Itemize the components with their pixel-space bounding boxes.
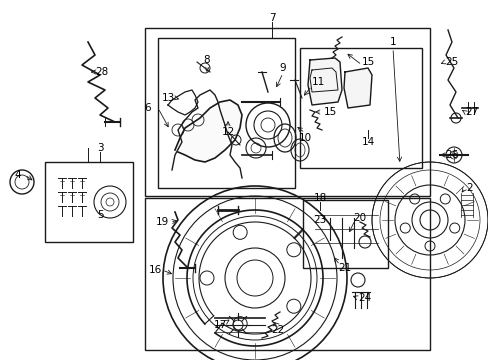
Bar — [303, 200, 387, 268]
Text: 24: 24 — [358, 293, 371, 303]
Text: 7: 7 — [268, 13, 275, 23]
Text: 15: 15 — [323, 107, 336, 117]
Text: 4: 4 — [15, 170, 21, 180]
Text: 13: 13 — [161, 93, 174, 103]
Text: 21: 21 — [338, 263, 351, 273]
Text: 9: 9 — [279, 63, 286, 73]
Text: 14: 14 — [361, 137, 374, 147]
Text: 19: 19 — [155, 217, 168, 227]
Text: 27: 27 — [465, 107, 478, 117]
Text: 26: 26 — [445, 150, 458, 160]
Text: 15: 15 — [361, 57, 374, 67]
Text: 11: 11 — [311, 77, 324, 87]
Polygon shape — [307, 58, 341, 105]
Text: 17: 17 — [213, 320, 226, 330]
Text: 12: 12 — [221, 127, 234, 137]
Text: 23: 23 — [313, 215, 326, 225]
Text: 6: 6 — [144, 103, 151, 113]
Bar — [45, 162, 133, 242]
Text: 22: 22 — [271, 325, 284, 335]
Polygon shape — [175, 100, 242, 162]
Text: 18: 18 — [313, 193, 326, 203]
Text: 1: 1 — [389, 37, 395, 47]
Polygon shape — [343, 68, 371, 108]
Bar — [299, 48, 421, 168]
Text: 16: 16 — [148, 265, 162, 275]
Text: 2: 2 — [466, 183, 472, 193]
Text: 25: 25 — [445, 57, 458, 67]
Text: 5: 5 — [97, 210, 103, 220]
Text: 3: 3 — [97, 143, 103, 153]
Text: 28: 28 — [95, 67, 108, 77]
Text: 8: 8 — [203, 55, 210, 65]
Bar — [158, 38, 294, 188]
Bar — [145, 28, 429, 196]
Bar — [145, 198, 429, 350]
Text: 20: 20 — [353, 213, 366, 223]
Text: 10: 10 — [298, 133, 311, 143]
